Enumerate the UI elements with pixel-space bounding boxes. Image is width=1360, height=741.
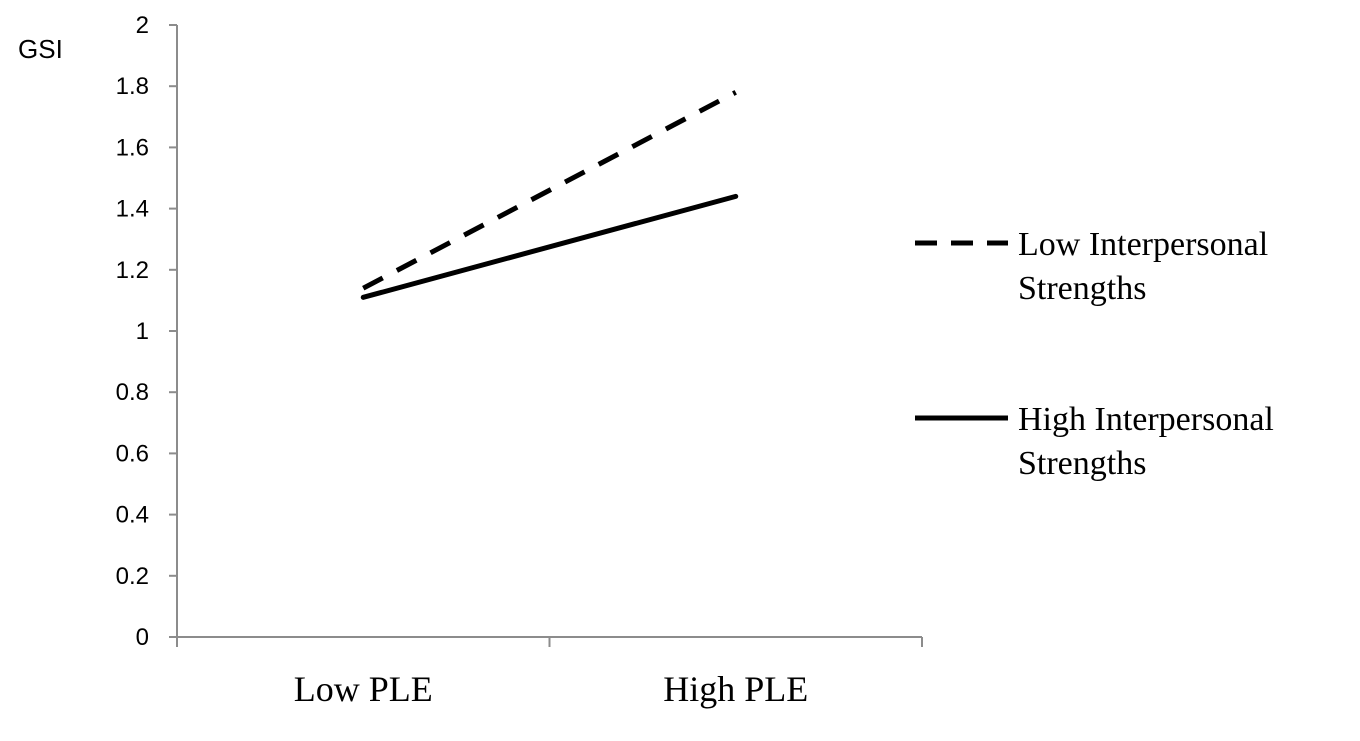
- y-tick-label: 0: [136, 624, 149, 651]
- y-tick-label: 2: [136, 12, 149, 39]
- x-tick-label: High PLE: [663, 669, 808, 709]
- series-line-2: [360, 193, 739, 300]
- y-tick-label: 0.6: [116, 440, 149, 467]
- y-axis: 0 0.2 0.4 0.6 0.8 1 1.2 1.4 1.6 1.8 2: [116, 12, 178, 651]
- y-tick-label: 1: [136, 318, 149, 345]
- y-tick-label: 0.8: [116, 379, 149, 406]
- x-tick-label: Low PLE: [294, 669, 433, 709]
- legend-label-line: High Interpersonal: [1018, 401, 1274, 438]
- y-tick-label: 1.6: [116, 134, 149, 161]
- series-layer: [360, 90, 739, 300]
- y-axis-label: GSI: [18, 34, 63, 64]
- x-axis: Low PLE High PLE: [176, 636, 923, 709]
- legend-label-line: Strengths: [1018, 270, 1146, 307]
- series-line-1: [362, 90, 737, 291]
- legend-label-1: Low Interpersonal Strengths: [1018, 226, 1268, 307]
- legend-label-line: Strengths: [1018, 445, 1146, 482]
- legend-label-2: High Interpersonal Strengths: [1018, 401, 1274, 482]
- y-tick-label: 1.8: [116, 73, 149, 100]
- y-tick-label: 0.2: [116, 563, 149, 590]
- y-tick-label: 0.4: [116, 502, 149, 529]
- y-tick-label: 1.4: [116, 196, 149, 223]
- y-tick-label: 1.2: [116, 257, 149, 284]
- legend-label-line: Low Interpersonal: [1018, 226, 1268, 263]
